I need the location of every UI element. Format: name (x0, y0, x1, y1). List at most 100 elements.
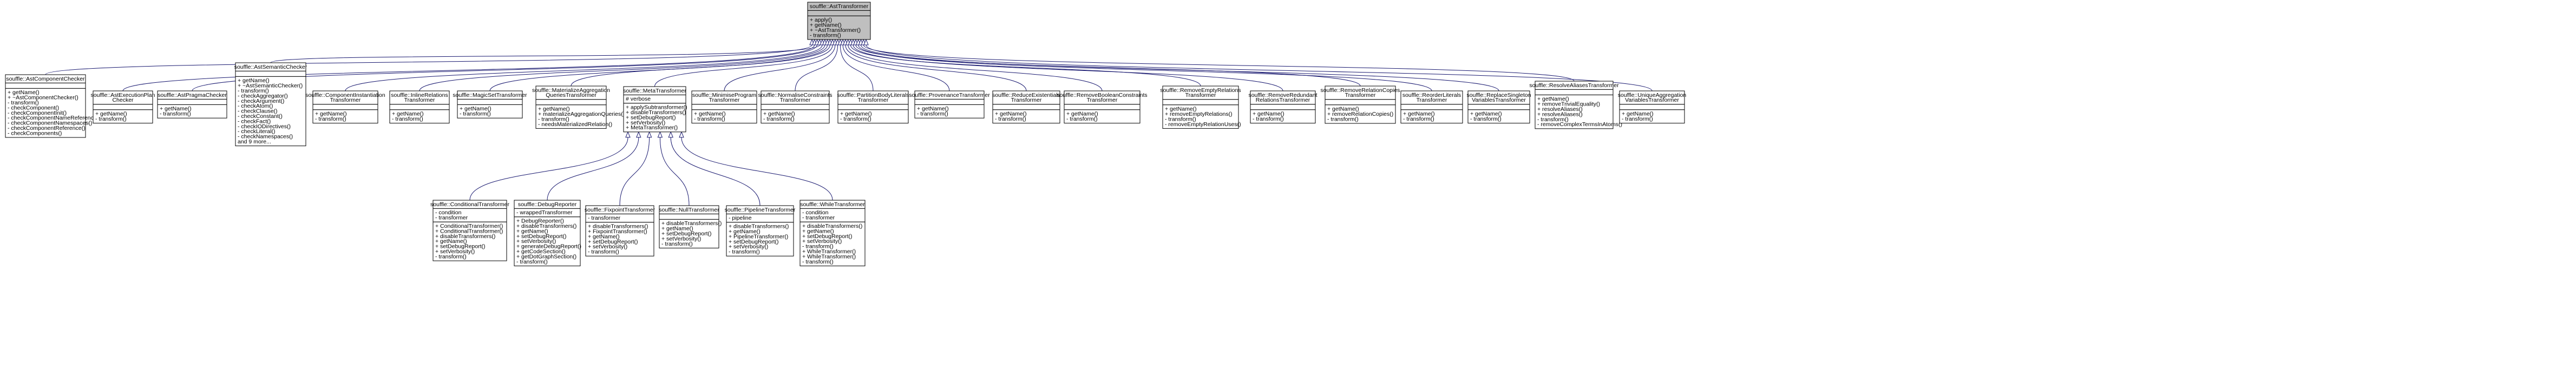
class-method: + disableTransformers() (516, 223, 576, 229)
class-method: - checkLiteral() (238, 128, 275, 135)
class-box-meta[interactable]: souffle::MetaTransformer# verbose+ apply… (623, 86, 687, 133)
class-method: - checkIODirectives() (238, 123, 291, 130)
class-method: + getName() (917, 106, 949, 112)
class-box-fixpoint[interactable]: souffle::FixpointTransformer- transforme… (585, 205, 656, 256)
class-attributes-section (157, 98, 227, 105)
class-method: - transform() (516, 259, 548, 265)
class-method: + getName() (95, 111, 127, 117)
class-box-base[interactable]: souffle::AstTransformer+ apply()+ getNam… (807, 2, 871, 40)
class-method: + setVerbosity() (516, 238, 556, 245)
class-method: - transform() (917, 111, 948, 117)
class-box-pipeline[interactable]: souffle::PipelineTransformer- pipeline+ … (725, 205, 796, 256)
class-box-normalise-constraints[interactable]: souffle::NormaliseConstraintsTransformer… (758, 90, 833, 124)
class-box-semantic-checker[interactable]: souffle::AstSemanticChecker+ getName()+ … (234, 62, 307, 147)
class-method: - checkFact() (238, 118, 271, 124)
class-box-remove-boolean-constraints[interactable]: souffle::RemoveBooleanConstraintsTransfo… (1057, 90, 1148, 124)
class-methods-section (807, 15, 871, 40)
class-name: souffle::ReduceExistentials (992, 92, 1060, 98)
class-methods-section (93, 109, 153, 124)
class-attribute: - transformer (588, 215, 621, 221)
class-box-unique-aggregation[interactable]: souffle::UniqueAggregationVariablesTrans… (1618, 90, 1687, 124)
class-title-section (691, 90, 757, 105)
class-attributes-section (235, 70, 306, 77)
class-attribute: - transformer (802, 215, 835, 221)
class-box-partition-body-literals[interactable]: souffle::PartitionBodyLiteralsTransforme… (837, 90, 909, 124)
class-method: + getName() (661, 226, 693, 232)
class-name: souffle::DebugReporter (518, 201, 577, 208)
class-method: + disableTransformers() (435, 233, 495, 240)
inheritance-edge (855, 44, 1361, 87)
class-boxes: souffle::AstTransformer+ apply()+ getNam… (5, 2, 1686, 266)
class-box-debug-reporter[interactable]: souffle::DebugReporter- wrappedTransform… (514, 200, 581, 266)
class-name: souffle::RemoveEmptyRelations (1160, 87, 1241, 94)
class-methods-section (1535, 94, 1614, 129)
class-box-conditional[interactable]: souffle::ConditionalTransformer- conditi… (430, 200, 509, 261)
class-methods-section (1325, 104, 1396, 124)
inheritance-edge (850, 44, 1201, 87)
class-box-provenance[interactable]: souffle::ProvenanceTransformer+ getName(… (909, 90, 990, 119)
class-box-while[interactable]: souffle::WhileTransformer- condition- tr… (799, 200, 866, 266)
class-method: + applySubtransformer() (626, 104, 687, 111)
class-method: + getName() (160, 106, 192, 112)
class-method: + PipelineTransformer() (729, 233, 788, 240)
class-box-component-checker[interactable]: souffle::AstComponentChecker+ getName()+… (5, 74, 101, 138)
class-name: Transformer (709, 97, 740, 103)
class-name: souffle::ProvenanceTransformer (909, 92, 990, 98)
class-name: souffle::RemoveRelationCopies (1321, 87, 1400, 94)
class-method: + setVerbosity() (435, 248, 475, 255)
class-box-remove-empty-relations[interactable]: souffle::RemoveEmptyRelationsTransformer… (1160, 85, 1241, 129)
class-methods-section (457, 104, 523, 119)
class-attributes-section (807, 10, 871, 16)
class-methods-section (1064, 109, 1140, 124)
class-attributes-section (659, 213, 719, 220)
class-attribute: - pipeline (729, 215, 752, 221)
class-method: - checkComponentNamespaces() (8, 120, 92, 127)
class-box-magic-set[interactable]: souffle::MagicSetTransformer+ getName()-… (453, 90, 527, 119)
class-method: + FixpointTransformer() (588, 228, 647, 235)
class-name: souffle::MinimiseProgram (692, 92, 757, 98)
class-method: + setDebugReport() (661, 231, 712, 237)
class-attributes-section (914, 98, 985, 105)
class-box-materialize-aggregation[interactable]: souffle::MaterializeAggregationQueriesTr… (532, 85, 625, 129)
inheritance-edge (45, 44, 812, 75)
class-name: souffle::ComponentInstantiation (305, 92, 385, 98)
class-title-section (535, 85, 607, 100)
class-box-resolve-aliases[interactable]: souffle::ResolveAliasesTransformer+ getN… (1529, 81, 1622, 129)
class-attributes-section (761, 104, 830, 110)
class-method: - checkArgument() (238, 98, 284, 104)
class-name: souffle::MagicSetTransformer (453, 92, 527, 98)
class-box-replace-singleton[interactable]: souffle::ReplaceSingletonVariablesTransf… (1467, 90, 1531, 124)
class-method: + getName() (538, 106, 570, 113)
class-title-section (992, 90, 1060, 105)
class-methods-section (837, 109, 909, 124)
class-methods-section (5, 88, 86, 138)
class-method: + getName() (840, 111, 872, 117)
class-method: + disableTransformers() (588, 223, 648, 230)
class-name: souffle::AstTransformer (810, 3, 869, 10)
class-box-remove-relation-copies[interactable]: souffle::RemoveRelationCopiesTransformer… (1321, 85, 1400, 124)
class-method: + getName() (1403, 111, 1435, 117)
inheritance-edge (122, 44, 815, 91)
class-title-section (761, 90, 830, 105)
class-method: + WhileTransformer() (802, 248, 856, 255)
class-method: - checkComponentNameReference() (8, 115, 101, 121)
class-name: souffle::NullTransformer (659, 207, 719, 213)
class-box-remove-redundant-relations[interactable]: souffle::RemoveRedundantRelationsTransfo… (1248, 90, 1318, 124)
inheritance-edge (192, 44, 818, 91)
class-attributes-section (1619, 104, 1685, 110)
class-box-reduce-existentials[interactable]: souffle::ReduceExistentialsTransformer+ … (992, 90, 1060, 124)
inheritance-edge (853, 44, 1283, 91)
class-attributes-section (389, 104, 450, 110)
class-box-component-instantiation[interactable]: souffle::ComponentInstantiationTransform… (305, 90, 385, 124)
class-box-pragma-checker[interactable]: souffle::AstPragmaChecker+ getName()- tr… (157, 90, 227, 119)
class-name: Transformer (780, 97, 811, 103)
class-method: + setVerbosity() (802, 238, 842, 245)
inheritance-edge (845, 44, 1027, 91)
class-method: + getName() (729, 228, 761, 235)
class-box-null[interactable]: souffle::NullTransformer+ disableTransfo… (659, 205, 722, 248)
